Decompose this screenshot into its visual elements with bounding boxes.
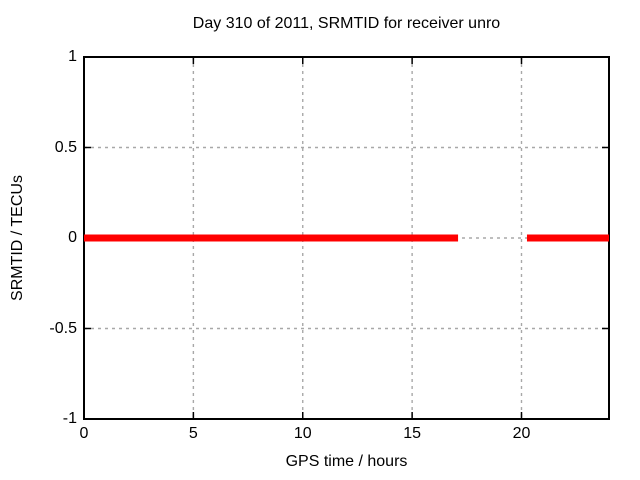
chart-title: Day 310 of 2011, SRMTID for receiver unr… <box>192 15 501 32</box>
y-tick-label: -1 <box>62 410 77 427</box>
y-tick-label: 0.5 <box>54 138 77 156</box>
x-tick-label: 10 <box>293 425 312 442</box>
y-tick-label: 1 <box>68 48 77 65</box>
x-tick-label: 15 <box>403 425 422 442</box>
x-tick-label: 5 <box>188 425 198 442</box>
y-tick-label: -0.5 <box>49 319 77 337</box>
y-tick-label: 0 <box>68 229 77 246</box>
x-tick-label: 0 <box>79 425 89 442</box>
x-tick-label: 20 <box>512 425 531 442</box>
x-axis-label: GPS time / hours <box>285 453 408 470</box>
